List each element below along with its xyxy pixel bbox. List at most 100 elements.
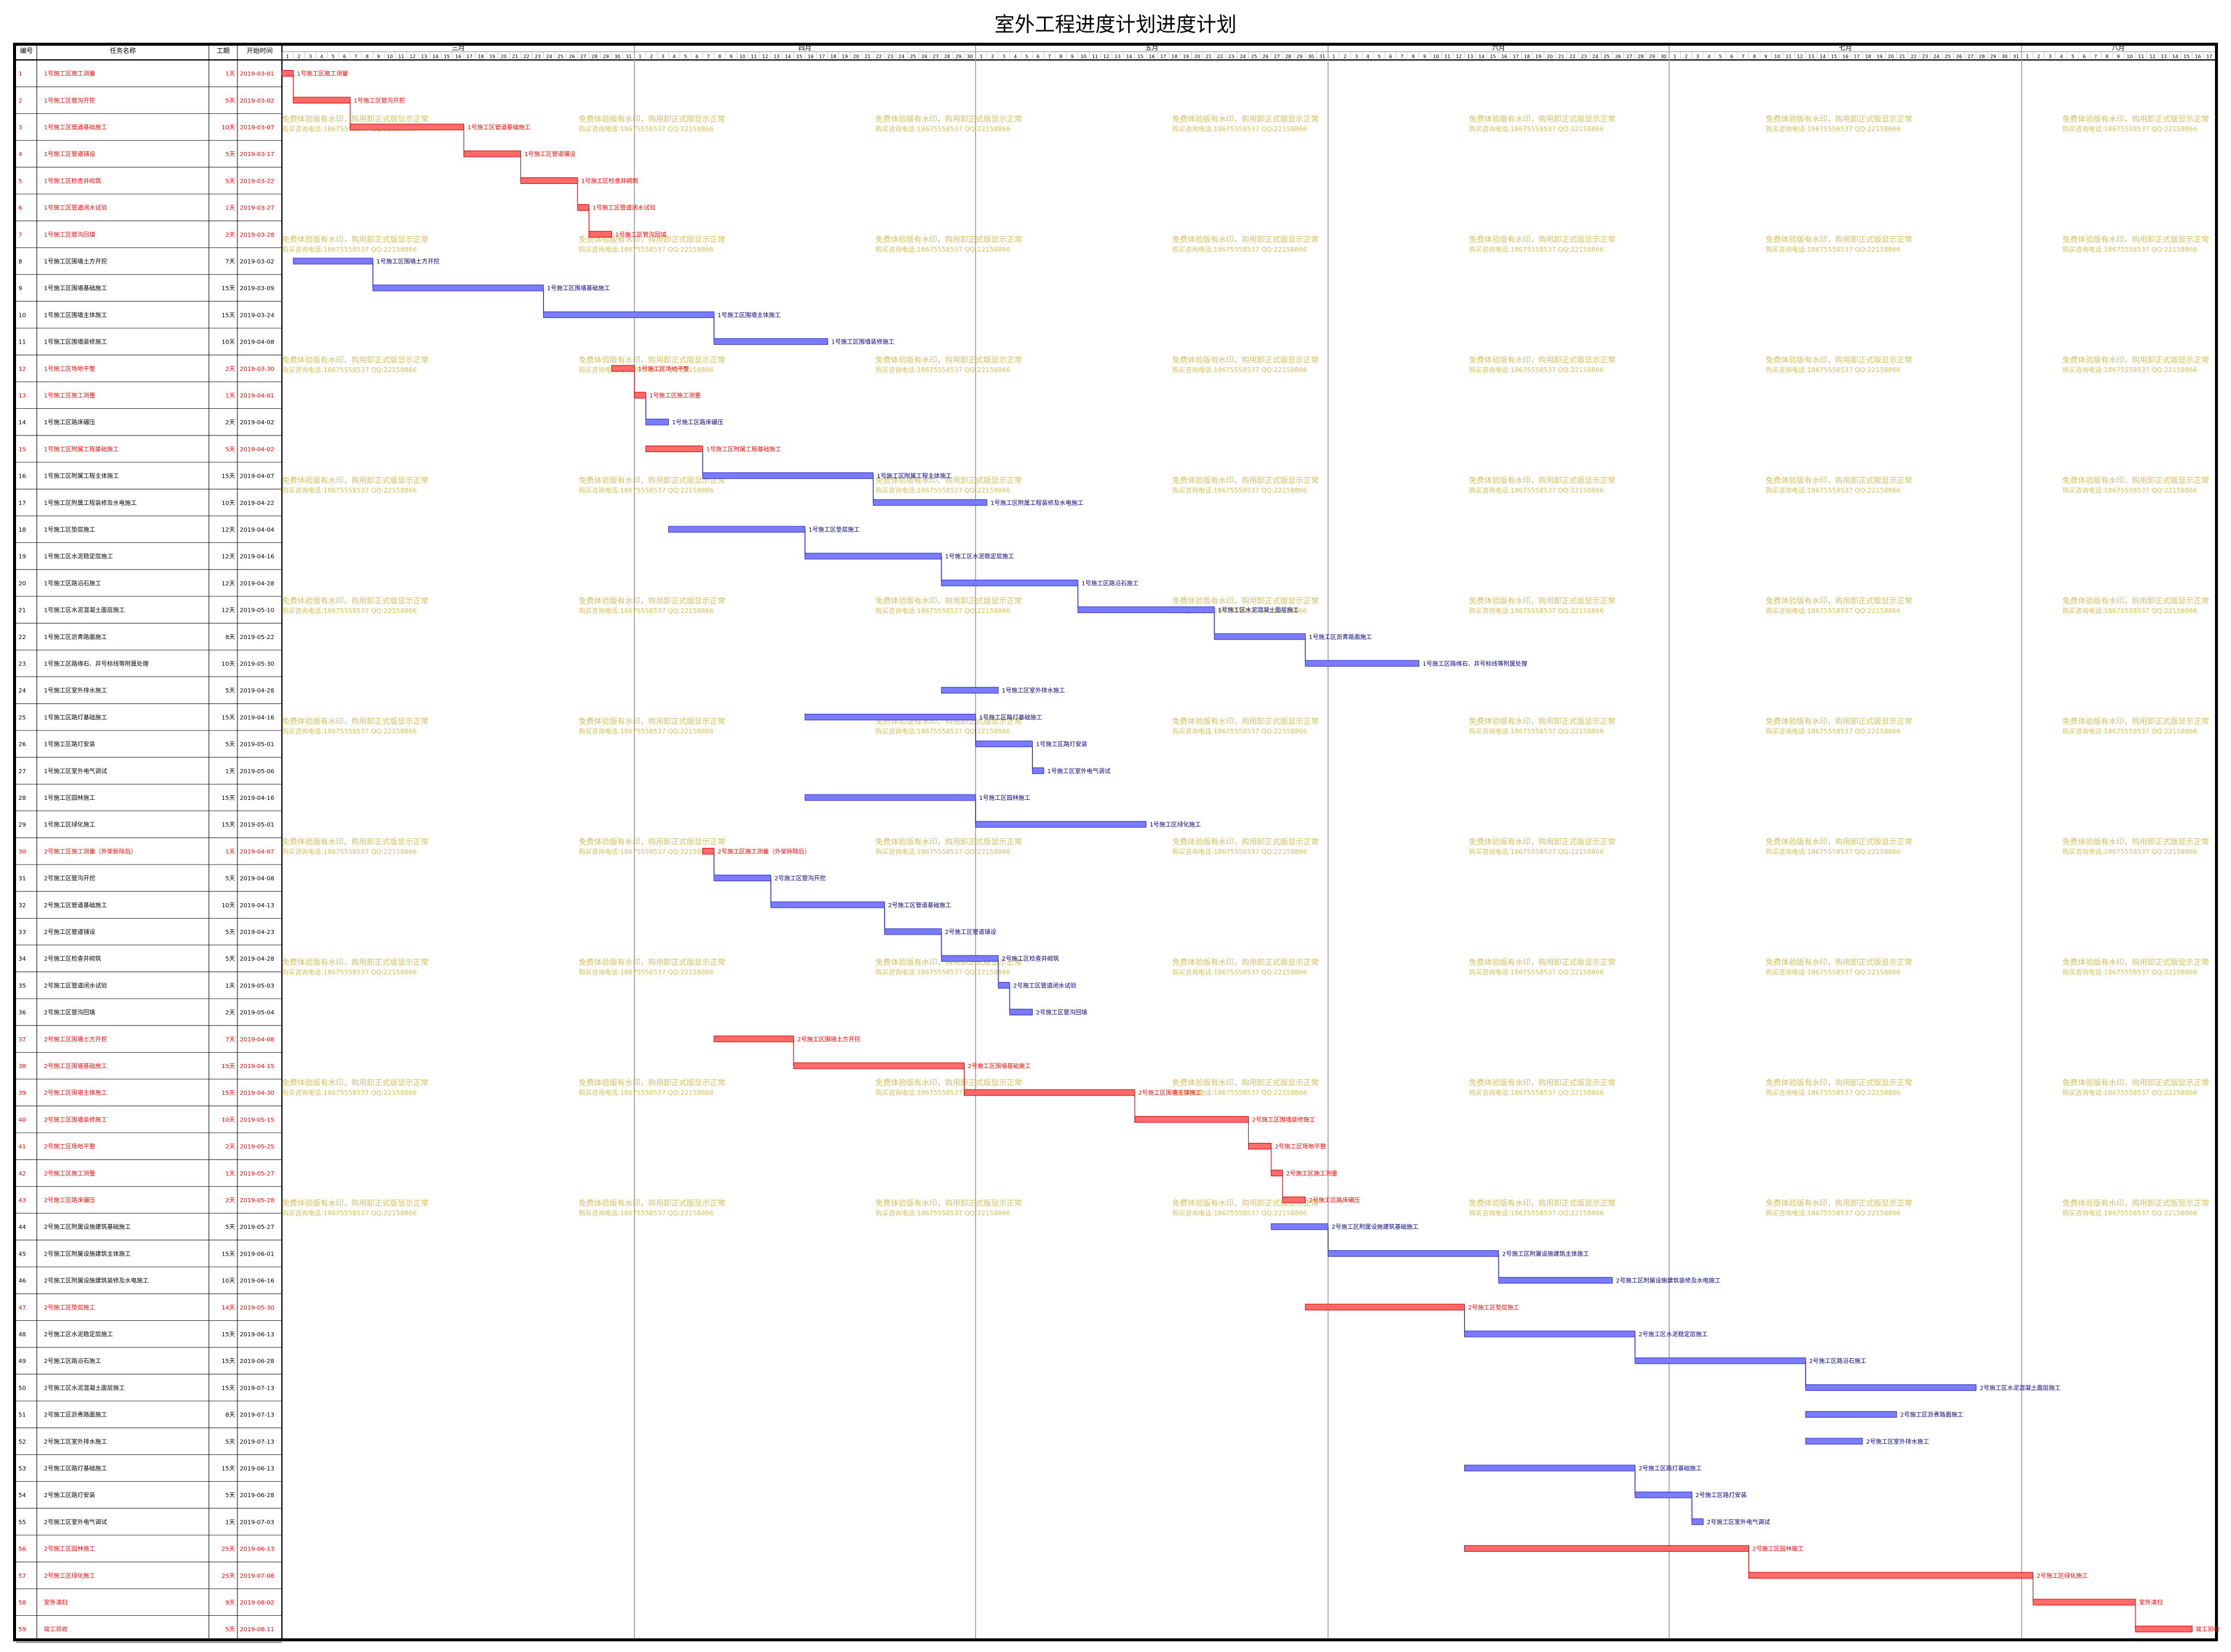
day-label: 13	[1808, 54, 1814, 59]
task-start: 2019-06-28	[240, 1492, 274, 1499]
task-id: 9	[18, 285, 22, 292]
day-label: 21	[865, 54, 871, 59]
task-name: 2号施工区绿化施工	[44, 1572, 95, 1580]
watermark-text-2: 购买咨询电话:18675558537 QQ:22158866	[2062, 606, 2197, 615]
watermark-text-1: 免费体验版有水印，购用卸正式版显示正常	[875, 355, 1022, 365]
task-start: 2019-05-27	[240, 1224, 274, 1231]
day-label: 16	[1842, 54, 1848, 59]
gantt-bar	[372, 284, 544, 291]
task-duration: 1天	[226, 71, 235, 78]
gantt-bar-label: 2号施工区施工测量	[1286, 1170, 1337, 1177]
task-name: 2号施工区附属设施建筑基础施工	[44, 1223, 131, 1231]
month-label: 八月	[2112, 44, 2125, 52]
day-label: 17	[1160, 54, 1166, 59]
task-duration: 10天	[221, 661, 235, 668]
watermark-text-2: 购买咨询电话:18675558537 QQ:22158866	[2062, 1088, 2197, 1097]
watermark-text-2: 购买咨询电话:18675558537 QQ:22158866	[579, 1209, 713, 1217]
day-label: 3	[309, 54, 312, 59]
day-label: 4	[2060, 54, 2063, 59]
task-duration: 5天	[226, 929, 235, 936]
gantt-bar-label: 1号施工区管道基础施工	[468, 123, 531, 131]
task-duration: 5天	[226, 1626, 235, 1633]
col-header-start: 开始时间	[247, 46, 273, 55]
task-name: 2号施工区室外排水施工	[44, 1438, 107, 1446]
task-id: 16	[18, 474, 26, 480]
watermark-text-1: 免费体验版有水印，购用卸正式版显示正常	[1172, 717, 1319, 726]
day-label: 26	[1262, 54, 1268, 59]
day-label: 8	[1753, 54, 1756, 59]
task-id: 50	[18, 1385, 26, 1392]
gantt-bar-label: 1号施工区场地平整	[638, 365, 689, 373]
gantt-bar	[804, 713, 976, 720]
task-name: 1号施工区垫层施工	[44, 526, 95, 533]
gantt-frame	[13, 43, 2218, 1641]
task-duration: 5天	[226, 1492, 235, 1499]
gantt-bar	[804, 552, 942, 560]
day-label: 28	[592, 54, 598, 59]
day-label: 5	[684, 54, 687, 59]
watermark-text-1: 免费体验版有水印，购用卸正式版显示正常	[1469, 1078, 1616, 1088]
task-duration: 2天	[226, 1144, 235, 1151]
day-label: 4	[1014, 54, 1017, 59]
gantt-bar	[1464, 1464, 1636, 1472]
day-label: 1	[1673, 54, 1676, 59]
gantt-bar-label: 2号施工区围墙基础施工	[968, 1062, 1031, 1070]
gantt-bar-label: 2号施工区路灯基础施工	[1639, 1464, 1702, 1472]
day-label: 12	[1103, 54, 1109, 59]
gantt-bar	[975, 821, 1147, 828]
watermark-text-2: 购买咨询电话:18675558537 QQ:22158866	[282, 366, 417, 374]
day-label: 2	[1344, 54, 1347, 59]
watermark-text-1: 免费体验版有水印，购用卸正式版显示正常	[1469, 1199, 1616, 1208]
gantt-bar	[1305, 1304, 1465, 1311]
task-start: 2019-04-13	[240, 903, 274, 909]
watermark-text-1: 免费体验版有水印，购用卸正式版显示正常	[282, 115, 429, 124]
task-start: 2019-05-30	[240, 661, 274, 668]
day-label: 12	[1797, 54, 1803, 59]
gantt-bar-label: 2号施工区室外排水施工	[1866, 1438, 1929, 1446]
watermark-text-1: 免费体验版有水印，购用卸正式版显示正常	[1172, 958, 1319, 967]
day-label: 14	[433, 54, 439, 59]
watermark-text-2: 购买咨询电话:18675558537 QQ:22158866	[1469, 847, 1604, 856]
month-label: 七月	[1839, 44, 1852, 52]
gantt-bar-label: 2号施工区水泥稳定层施工	[1639, 1330, 1708, 1338]
watermark-text-1: 免费体验版有水印，购用卸正式版显示正常	[579, 596, 725, 606]
watermark-text-1: 免费体验版有水印，购用卸正式版显示正常	[875, 1078, 1022, 1088]
gantt-bar	[941, 955, 999, 962]
task-name: 1号施工区施工测量	[44, 70, 95, 78]
gantt-bar	[964, 1089, 1135, 1096]
gantt-bar	[1305, 660, 1420, 667]
day-label: 18	[478, 54, 484, 59]
task-name: 2号施工区场地平整	[44, 1143, 95, 1151]
task-duration: 7天	[226, 259, 235, 265]
day-label: 30	[2001, 54, 2007, 59]
day-label: 20	[1547, 54, 1553, 59]
day-label: 22	[1217, 54, 1223, 59]
task-start: 2019-06-28	[240, 1358, 274, 1365]
gantt-bar-label: 2号施工区附属设施建筑主体施工	[1502, 1250, 1589, 1257]
day-label: 9	[2117, 54, 2120, 59]
task-start: 2019-07-13	[240, 1439, 274, 1446]
day-label: 4	[672, 54, 675, 59]
watermark-text-2: 购买咨询电话:18675558537 QQ:22158866	[2062, 125, 2197, 133]
gantt-bar	[713, 338, 829, 345]
task-duration: 14天	[221, 1305, 235, 1311]
day-label: 17	[1513, 54, 1519, 59]
task-duration: 15天	[221, 1063, 235, 1070]
task-start: 2019-04-16	[240, 714, 274, 721]
day-label: 11	[1445, 54, 1451, 59]
task-name: 2号施工区管道基础施工	[44, 901, 107, 909]
day-label: 26	[921, 54, 927, 59]
gantt-bar-label: 1号施工区室外排水施工	[1002, 687, 1065, 694]
watermark-text-1: 免费体验版有水印，购用卸正式版显示正常	[1172, 115, 1319, 124]
day-label: 16	[1149, 54, 1155, 59]
gantt-bar-label: 2号施工区围墙土方开挖	[797, 1035, 860, 1043]
task-name: 2号施工区沥青路面施工	[44, 1411, 107, 1419]
task-name: 2号施工区水泥稳定层施工	[44, 1330, 113, 1338]
task-id: 24	[18, 688, 26, 694]
watermark-text-2: 购买咨询电话:18675558537 QQ:22158866	[1172, 245, 1307, 253]
gantt-bar	[281, 70, 294, 77]
task-name: 1号施工区施工测量	[44, 392, 95, 399]
day-label: 20	[1888, 54, 1894, 59]
gantt-bar-label: 2号施工区附属设施建筑基础施工	[1332, 1223, 1418, 1231]
task-id: 34	[18, 956, 26, 962]
